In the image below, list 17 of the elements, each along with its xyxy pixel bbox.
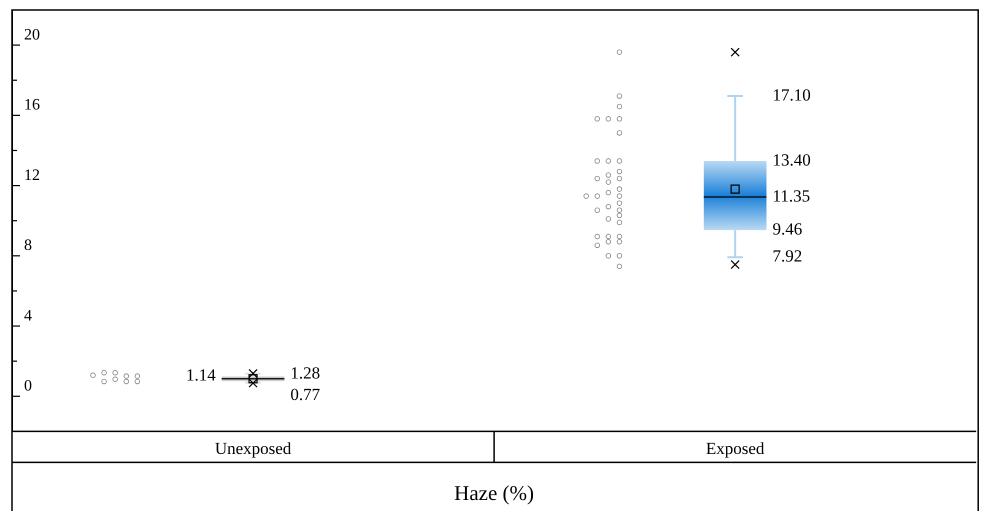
annotation: 1.28 (290, 363, 320, 382)
annotation: 13.40 (772, 150, 811, 170)
annotation: 9.46 (772, 220, 802, 239)
annotation: 11.35 (772, 186, 810, 206)
x-axis-title: Haze (%) (454, 480, 534, 505)
y-tick-label: 8 (24, 237, 32, 254)
x-tick-label: Exposed (706, 439, 765, 458)
y-tick-label: 12 (24, 166, 40, 184)
annotation: 17.10 (772, 86, 811, 105)
y-tick-label: 4 (24, 307, 32, 324)
y-tick-label: 16 (24, 96, 40, 114)
y-tick-label: 0 (24, 377, 32, 394)
annotation: 1.14 (186, 366, 216, 385)
annotation: 7.92 (772, 246, 802, 266)
x-tick-label: Unexposed (214, 439, 292, 458)
y-tick-label: 20 (24, 26, 40, 44)
annotation: 0.77 (290, 385, 321, 404)
